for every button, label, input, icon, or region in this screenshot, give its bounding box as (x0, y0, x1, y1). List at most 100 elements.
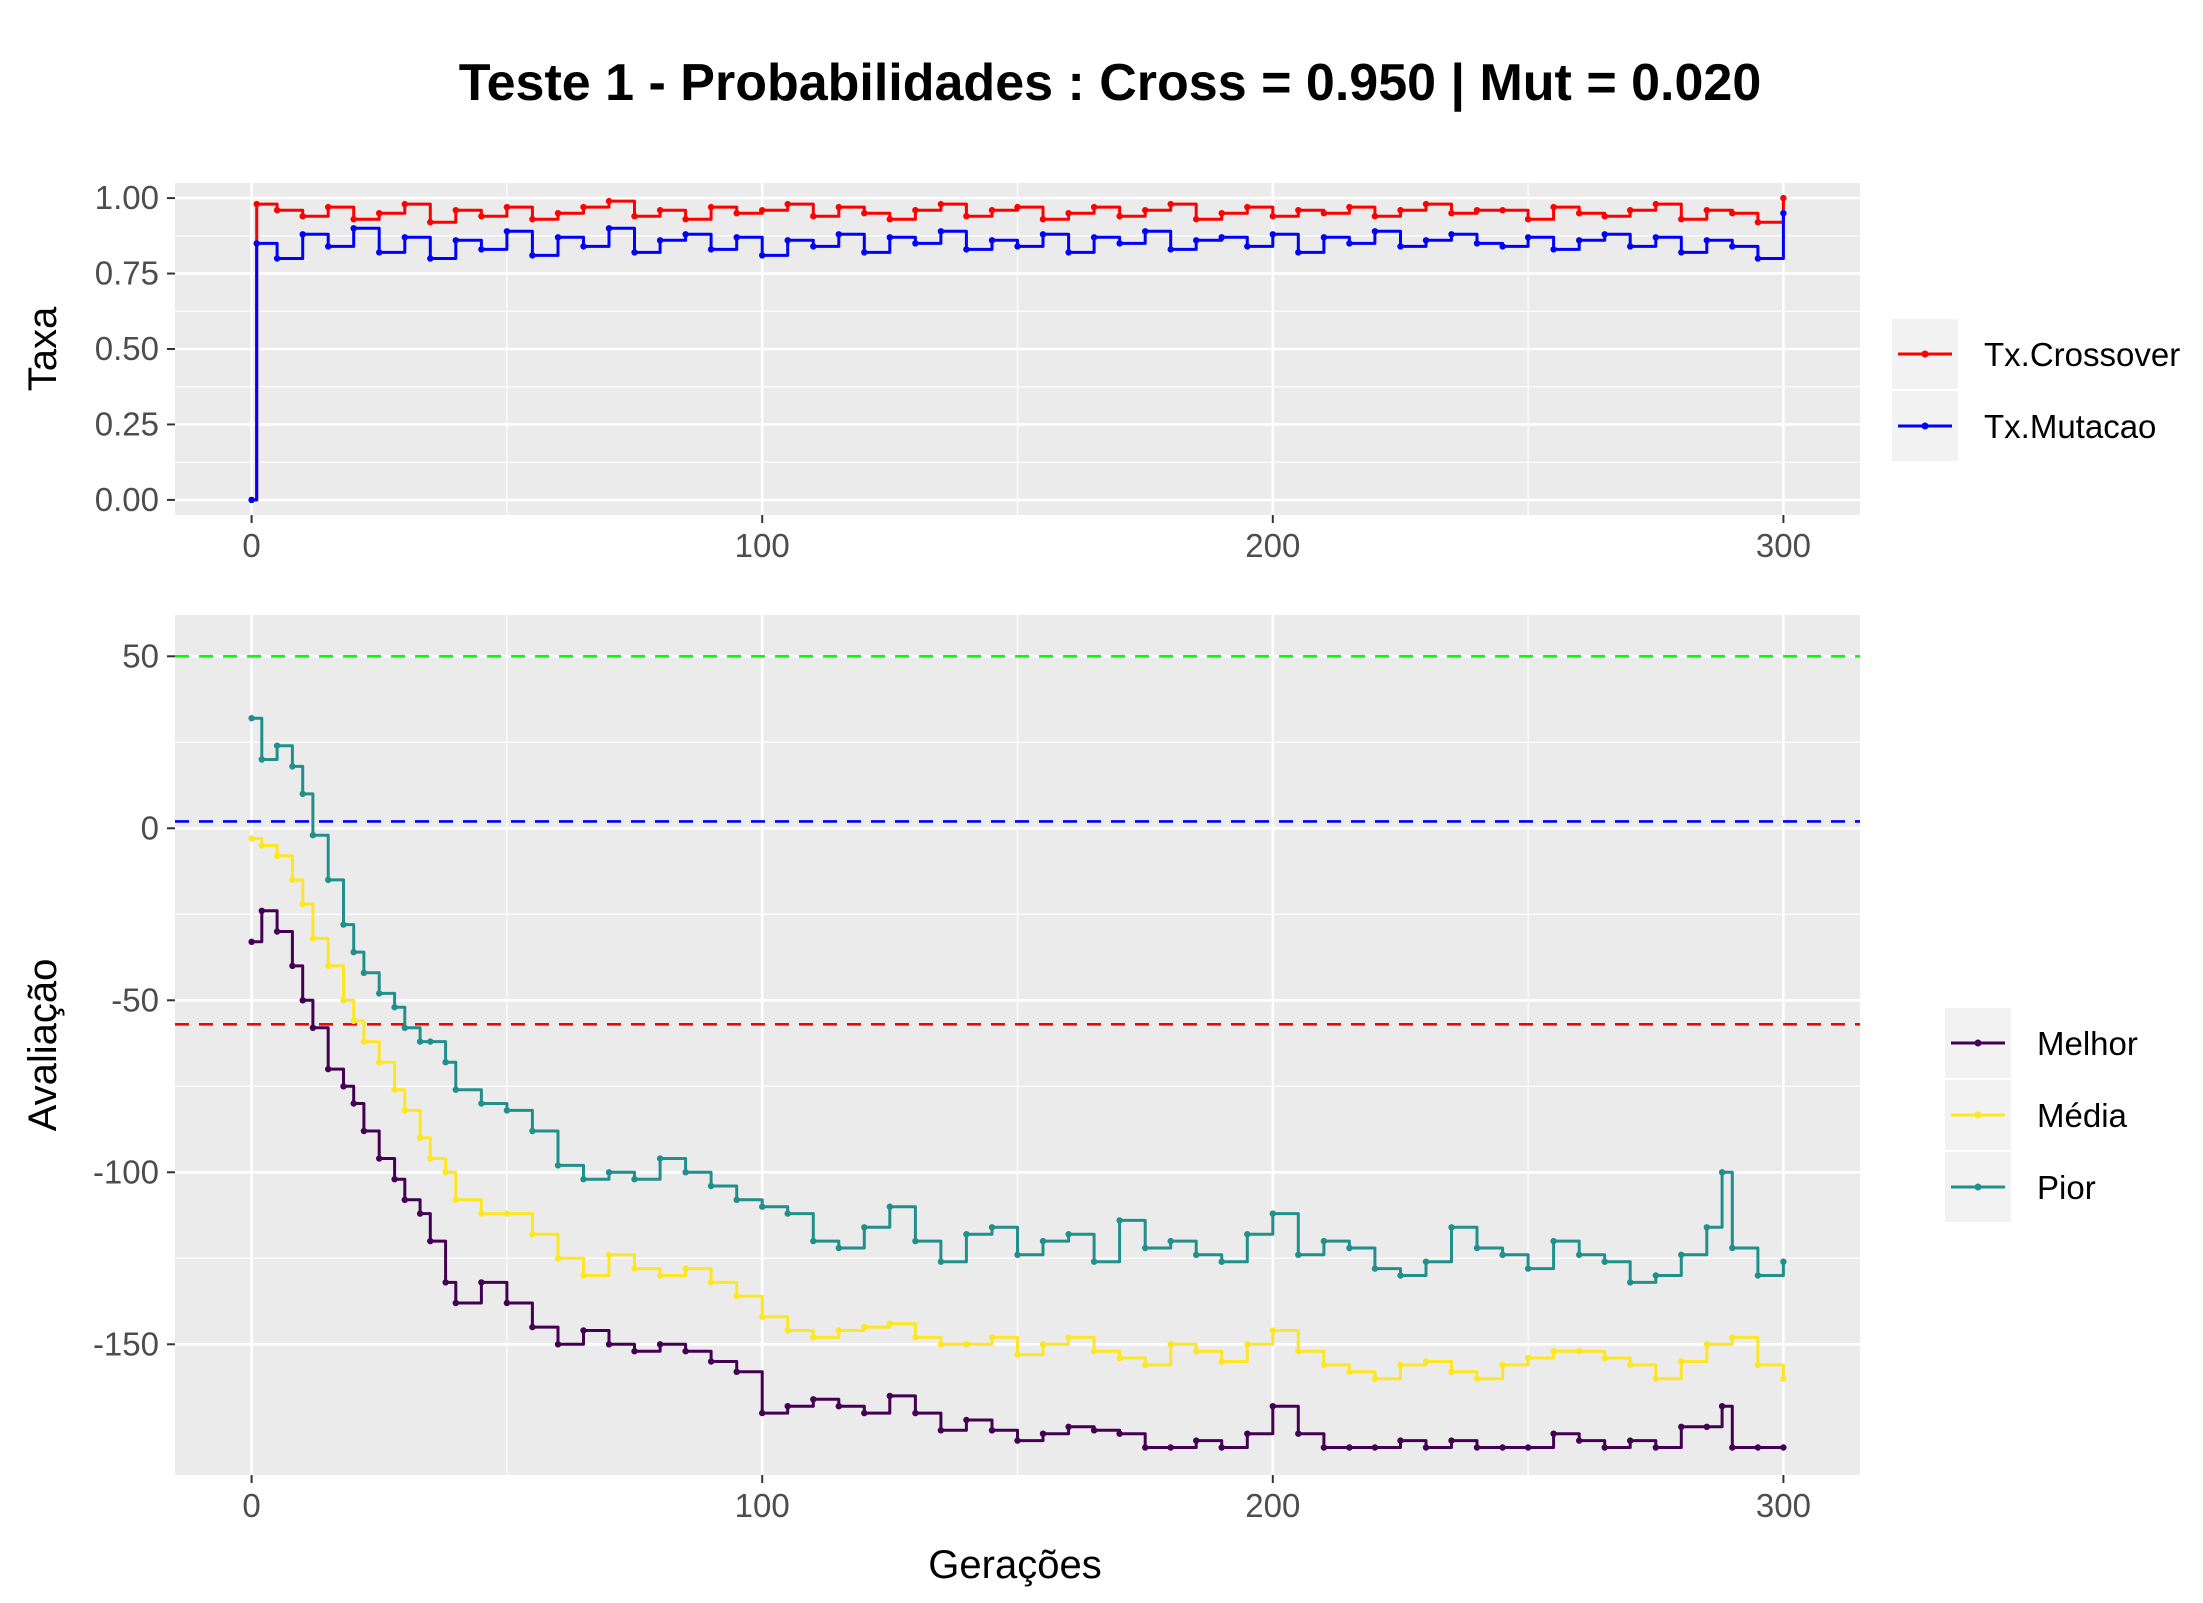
data-point (503, 1107, 511, 1114)
data-point (1065, 1231, 1072, 1238)
x-tick-label: 300 (1756, 527, 1811, 564)
data-point (682, 1265, 689, 1272)
y-tick-label: 1.00 (95, 179, 159, 216)
data-point (1473, 240, 1481, 247)
top-panel-grid (175, 183, 1860, 515)
data-point (1422, 1444, 1430, 1451)
data-point (478, 213, 485, 220)
data-point (478, 1100, 485, 1107)
data-point (1729, 210, 1736, 217)
data-point (1499, 1251, 1506, 1259)
data-point (1167, 246, 1174, 253)
data-point (1116, 1430, 1123, 1437)
data-point (759, 1409, 766, 1417)
data-point (273, 742, 281, 749)
data-point (427, 219, 434, 226)
data-point (1116, 1217, 1123, 1224)
data-point (350, 1100, 357, 1107)
data-point (759, 252, 766, 259)
data-point (1499, 207, 1506, 214)
data-point (1014, 203, 1021, 211)
data-point (1090, 1258, 1098, 1265)
data-point (605, 1341, 613, 1348)
data-point (360, 969, 368, 976)
data-point (1244, 1341, 1251, 1348)
data-point (554, 1162, 562, 1169)
data-point (340, 997, 347, 1004)
data-point (1718, 1403, 1726, 1410)
data-point (937, 228, 945, 235)
data-point (1244, 243, 1251, 250)
data-point (1627, 243, 1634, 250)
data-point (1039, 1341, 1047, 1348)
data-point (707, 203, 715, 211)
legend-key-point (1974, 1183, 1982, 1191)
data-point (1193, 1437, 1200, 1444)
data-point (810, 1334, 817, 1341)
data-point (1090, 203, 1098, 211)
data-point (1550, 246, 1557, 253)
data-point (733, 1196, 740, 1204)
data-point (503, 1210, 511, 1217)
data-point (289, 876, 296, 884)
data-point (937, 1427, 945, 1434)
data-point (1448, 1368, 1455, 1376)
data-point (988, 237, 996, 244)
data-point (1090, 234, 1098, 241)
data-point (478, 246, 485, 253)
data-point (1601, 1258, 1608, 1265)
data-point (1499, 243, 1506, 250)
data-point (1090, 1348, 1098, 1355)
data-point (1193, 237, 1200, 244)
data-point (1346, 203, 1353, 211)
legend-item: Pior (1945, 1152, 2096, 1222)
y-tick-label: -150 (93, 1325, 159, 1362)
legend-item: Tx.Mutacao (1892, 391, 2156, 461)
data-point (360, 1127, 368, 1135)
data-point (452, 1299, 459, 1307)
data-point (1346, 1444, 1353, 1451)
data-point (391, 1176, 398, 1183)
x-tick-label: 0 (242, 1487, 260, 1524)
data-point (912, 1334, 919, 1341)
data-point (299, 790, 306, 798)
data-point (656, 1272, 664, 1279)
data-point (1320, 1237, 1328, 1245)
legend-key-point (1974, 1039, 1982, 1047)
legend-label: Pior (2037, 1169, 2096, 1206)
legend-label: Média (2037, 1097, 2128, 1134)
data-point (861, 249, 868, 256)
data-point (1678, 216, 1685, 223)
data-point (605, 225, 613, 232)
data-point (1524, 216, 1532, 223)
data-point (1065, 210, 1072, 217)
data-point (1397, 1361, 1404, 1369)
y-tick-label: 0.50 (95, 330, 159, 367)
data-point (299, 213, 306, 220)
series-line (251, 716, 1785, 1284)
bottom-panel-reference-lines (175, 654, 1860, 1026)
data-point (248, 715, 255, 722)
data-point (340, 1083, 347, 1090)
data-point (580, 1176, 587, 1183)
data-point (376, 1155, 383, 1162)
data-point (554, 234, 562, 241)
data-point (309, 1024, 317, 1032)
data-point (1754, 1272, 1762, 1279)
data-point (253, 200, 260, 208)
data-point (289, 763, 296, 770)
data-point (1065, 1334, 1072, 1341)
data-point (1167, 1237, 1174, 1245)
data-point (1039, 1430, 1047, 1437)
data-point (988, 1427, 996, 1434)
data-point (861, 1409, 868, 1417)
data-point (886, 1203, 893, 1210)
data-point (656, 207, 664, 214)
data-point (1678, 1423, 1685, 1431)
data-point (1703, 1224, 1711, 1231)
data-point (401, 1107, 408, 1114)
data-point (835, 203, 842, 211)
data-point (325, 243, 332, 250)
data-point (350, 1017, 357, 1025)
data-point (1142, 1361, 1149, 1369)
